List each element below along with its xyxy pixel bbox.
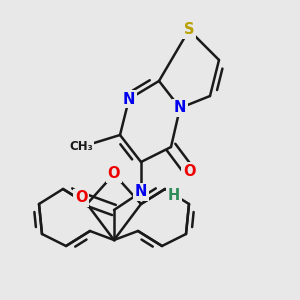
Text: O: O bbox=[108, 167, 120, 182]
Text: N: N bbox=[135, 184, 147, 200]
Text: S: S bbox=[184, 22, 194, 38]
Text: N: N bbox=[174, 100, 186, 116]
Text: H: H bbox=[168, 188, 180, 202]
Text: CH₃: CH₃ bbox=[69, 140, 93, 154]
Text: N: N bbox=[123, 92, 135, 106]
Text: O: O bbox=[183, 164, 195, 178]
Text: O: O bbox=[75, 190, 87, 206]
